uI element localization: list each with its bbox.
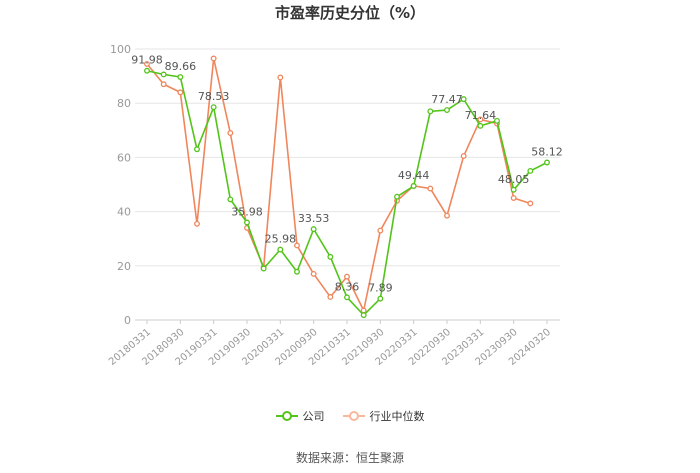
data-point-company xyxy=(277,246,284,253)
data-label: 89.66 xyxy=(165,60,197,73)
data-point-company xyxy=(310,226,317,233)
y-tick-label: 100 xyxy=(110,43,131,56)
data-point-company xyxy=(410,183,417,189)
data-point-industry-median xyxy=(427,185,434,192)
y-tick-label: 20 xyxy=(117,260,131,273)
data-point-company xyxy=(460,96,467,103)
legend-label-company: 公司 xyxy=(302,410,325,423)
legend-label-industry-median: 行业中位数 xyxy=(369,410,425,423)
series-line-industry-median xyxy=(146,57,531,312)
data-point-industry-median xyxy=(527,200,534,207)
data-point-company xyxy=(227,196,234,203)
data-point-company xyxy=(327,253,334,260)
data-point-company xyxy=(510,186,517,193)
data-point-company xyxy=(444,107,450,114)
data-point-industry-median xyxy=(310,270,317,277)
data-point-industry-median xyxy=(344,273,350,280)
data-label: 33.53 xyxy=(298,212,330,225)
data-label: 77.47 xyxy=(431,93,463,106)
data-point-company xyxy=(144,67,150,74)
y-tick-label: 60 xyxy=(117,151,131,164)
data-point-company xyxy=(244,219,250,226)
data-label: 35.98 xyxy=(231,205,263,218)
data-point-industry-median xyxy=(144,60,150,67)
data-point-company xyxy=(527,167,534,174)
data-label: 48.05 xyxy=(498,173,530,186)
legend: 公司 行业中位数 xyxy=(0,408,700,424)
y-tick-label: 80 xyxy=(117,97,131,110)
legend-item-company[interactable]: 公司 xyxy=(275,408,325,424)
data-point-company xyxy=(544,159,550,166)
data-point-company xyxy=(477,122,484,129)
data-point-company xyxy=(160,71,167,78)
data-point-company xyxy=(294,268,300,275)
data-point-industry-median xyxy=(477,116,484,123)
series-lines xyxy=(144,55,550,319)
legend-swatch-company xyxy=(275,411,298,421)
data-point-industry-median xyxy=(510,195,517,201)
data-point-industry-median xyxy=(294,242,300,249)
data-point-company xyxy=(377,295,384,302)
data-point-industry-median xyxy=(277,74,284,81)
data-point-company xyxy=(494,117,500,124)
data-label: 49.44 xyxy=(398,169,430,182)
data-point-company xyxy=(427,108,434,115)
data-point-industry-median xyxy=(360,307,367,314)
data-point-industry-median xyxy=(377,227,384,234)
chart-title: 市盈率历史分位（%） xyxy=(274,4,426,22)
data-label: 91.98 xyxy=(131,54,163,67)
legend-swatch-industry-median xyxy=(342,411,365,421)
data-label: 8.36 xyxy=(335,280,360,293)
data-point-company xyxy=(194,146,200,153)
legend-item-industry-median[interactable]: 行业中位数 xyxy=(342,408,425,424)
data-point-industry-median xyxy=(227,130,234,136)
data-point-company xyxy=(360,312,367,319)
data-label: 25.98 xyxy=(265,233,297,246)
data-label: 78.53 xyxy=(198,90,230,103)
data-point-company xyxy=(177,74,184,80)
data-point-industry-median xyxy=(194,220,200,227)
data-point-company xyxy=(260,265,267,272)
data-label: 71.64 xyxy=(465,109,497,122)
y-tick-label: 40 xyxy=(117,206,131,219)
data-point-company xyxy=(394,193,400,200)
data-point-industry-median xyxy=(327,294,334,300)
data-point-company xyxy=(210,104,217,111)
data-point-industry-median xyxy=(210,55,217,62)
data-label: 58.12 xyxy=(531,145,563,158)
data-point-industry-median xyxy=(177,89,184,96)
y-tick-label: 0 xyxy=(124,314,131,327)
data-point-company xyxy=(344,294,350,301)
data-point-industry-median xyxy=(444,212,450,219)
axes: 0204060801002018033120180930201903312019… xyxy=(107,43,560,368)
source-note: 数据来源：恒生聚源 xyxy=(295,451,404,465)
data-point-industry-median xyxy=(160,81,167,88)
data-label: 7.89 xyxy=(368,282,393,295)
data-point-industry-median xyxy=(460,153,467,159)
grid-lines xyxy=(135,48,560,267)
